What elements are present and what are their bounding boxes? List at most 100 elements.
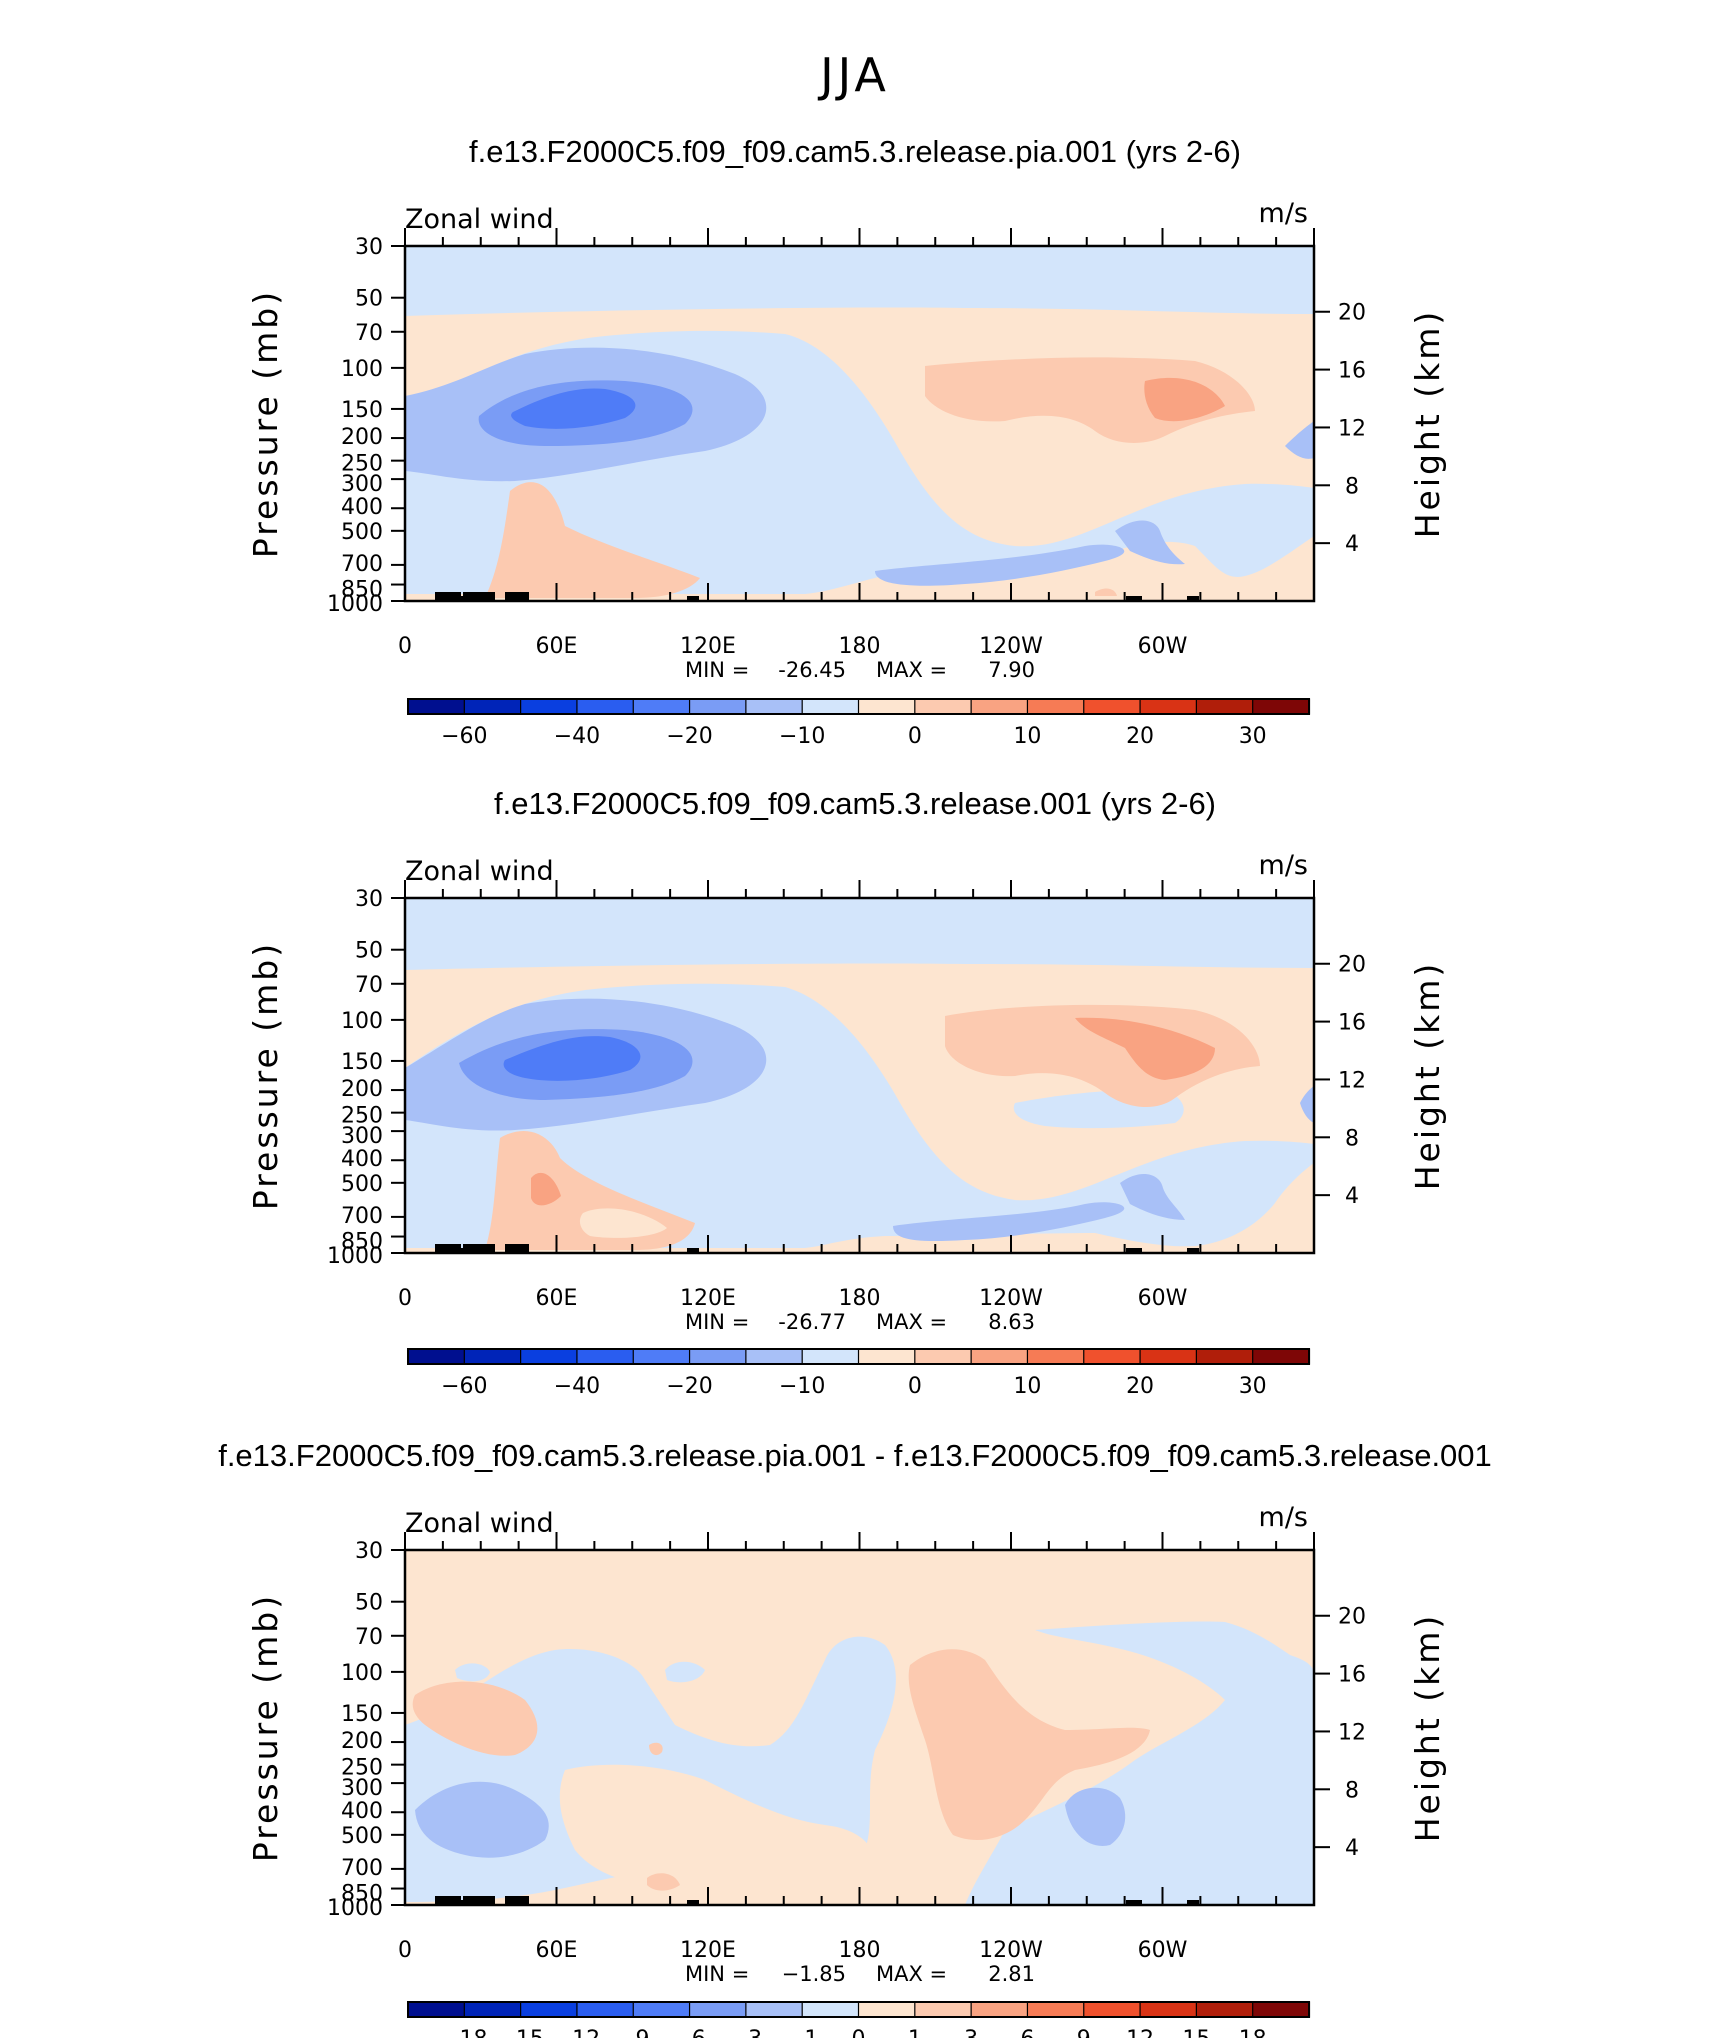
colorbar-label: −40 <box>554 1374 600 1399</box>
height-tick-label: 20 <box>1338 301 1366 326</box>
colorbar-swatch <box>688 1348 747 1365</box>
max-label: MAX = <box>876 1310 947 1334</box>
colorbar-swatch <box>1026 698 1085 715</box>
colorbar-frame <box>407 698 1310 715</box>
colorbar-swatch <box>970 2001 1029 2018</box>
pressure-tick-label: 1000 <box>327 592 383 617</box>
contour-region <box>893 1202 1125 1242</box>
max-value: 7.90 <box>988 658 1035 682</box>
topography <box>687 1900 699 1905</box>
x-tick-label: 60E <box>536 634 578 659</box>
y-axis-label-left: Pressure (mb) <box>246 289 285 558</box>
x-tick-label: 0 <box>398 1286 412 1311</box>
colorbar-swatch <box>688 698 747 715</box>
height-tick-label: 8 <box>1345 1126 1359 1151</box>
topography <box>463 1896 495 1905</box>
pressure-tick-label: 200 <box>341 1729 383 1754</box>
topography <box>1126 1900 1142 1905</box>
topography <box>435 592 461 601</box>
pressure-tick-label: 300 <box>341 1776 383 1801</box>
x-tick-label: 180 <box>839 1938 881 1963</box>
colorbar-label: −60 <box>441 724 487 749</box>
min-label: MIN = <box>685 1310 749 1334</box>
colorbar-swatch <box>1139 698 1198 715</box>
colorbar-swatch <box>914 698 973 715</box>
colorbar-swatch <box>914 2001 973 2018</box>
x-tick-label: 0 <box>398 1938 412 1963</box>
contour-region <box>511 388 636 429</box>
colorbar-swatch <box>1252 698 1311 715</box>
colorbar-label: 0 <box>852 2027 866 2038</box>
colorbar-label: 20 <box>1126 724 1154 749</box>
colorbar-swatch <box>857 1348 916 1365</box>
panel-3-title: f.e13.F2000C5.f09_f09.cam5.3.release.pia… <box>218 1438 1492 1473</box>
colorbar-swatch <box>857 2001 916 2018</box>
height-tick-label: 8 <box>1345 1778 1359 1803</box>
pressure-tick-label: 150 <box>341 398 383 423</box>
colorbar-swatch <box>520 698 579 715</box>
pressure-tick-label: 400 <box>341 495 383 520</box>
min-value: -26.45 <box>778 658 846 682</box>
colorbar-swatch <box>745 1348 804 1365</box>
x-tick-label: 120W <box>979 1286 1043 1311</box>
pressure-tick-label: 700 <box>341 1856 383 1881</box>
height-tick-label: 12 <box>1338 416 1366 441</box>
y-axis-label-left: Pressure (mb) <box>246 1593 285 1862</box>
pressure-tick-label: 500 <box>341 1172 383 1197</box>
pressure-tick-label: 250 <box>341 1756 383 1781</box>
x-tick-label: 120E <box>680 1286 736 1311</box>
topography <box>435 1896 461 1905</box>
pressure-tick-label: 50 <box>355 1591 383 1616</box>
pressure-tick-label: 400 <box>341 1147 383 1172</box>
colorbar-label: −15 <box>497 2027 543 2038</box>
max-value: 2.81 <box>988 1962 1035 1986</box>
colorbar-frame <box>407 1348 1310 1365</box>
y-axis-label-right: Height (km) <box>1408 961 1447 1191</box>
colorbar-swatch <box>632 1348 691 1365</box>
min-value: -26.77 <box>778 1310 846 1334</box>
colorbar-label: 6 <box>1020 2027 1034 2038</box>
colorbar-swatch <box>520 2001 579 2018</box>
colorbar-swatch <box>914 1348 973 1365</box>
variable-label: Zonal wind <box>405 1508 554 1539</box>
colorbar-swatch <box>1026 2001 1085 2018</box>
pressure-tick-label: 1000 <box>327 1896 383 1921</box>
topography <box>687 1248 699 1253</box>
pressure-tick-label: 700 <box>341 1204 383 1229</box>
colorbar-label: −10 <box>779 1374 825 1399</box>
contour-region <box>412 1681 538 1756</box>
height-tick-label: 4 <box>1345 1184 1359 1209</box>
contour-region <box>1120 1173 1185 1220</box>
colorbar-swatch <box>463 1348 522 1365</box>
pressure-tick-label: 850 <box>341 578 383 603</box>
pressure-tick-label: 100 <box>341 1009 383 1034</box>
colorbar-swatch <box>576 698 635 715</box>
colorbar-swatch <box>801 698 860 715</box>
colorbar-swatch <box>520 1348 579 1365</box>
height-tick-label: 8 <box>1345 474 1359 499</box>
panel-1-colorbar: −60 −40 −20 −10 0 10 20 30 <box>407 698 1311 749</box>
pressure-tick-label: 30 <box>355 887 383 912</box>
colorbar-swatch <box>632 698 691 715</box>
y-axis-label-right: Height (km) <box>1408 309 1447 539</box>
pressure-tick-label: 200 <box>341 1077 383 1102</box>
colorbar-swatch <box>1083 2001 1142 2018</box>
pressure-tick-label: 250 <box>341 1104 383 1129</box>
panel-2-title: f.e13.F2000C5.f09_f09.cam5.3.release.001… <box>493 786 1217 821</box>
units-label: m/s <box>1259 198 1308 229</box>
x-tick-label: 180 <box>839 1286 881 1311</box>
colorbar-swatch <box>801 2001 860 2018</box>
panel-2-contours <box>405 898 1314 1253</box>
contour-region <box>1300 1086 1314 1123</box>
panel-3-contours <box>405 1550 1314 1905</box>
colorbar-label: −1 <box>786 2027 818 2038</box>
colorbar-label: 3 <box>964 2027 978 2038</box>
min-label: MIN = <box>685 1962 749 1986</box>
colorbar-swatch <box>576 1348 635 1365</box>
max-label: MAX = <box>876 1962 947 1986</box>
colorbar-swatch <box>1195 1348 1254 1365</box>
x-tick-label: 60E <box>536 1286 578 1311</box>
colorbar-swatch <box>407 2001 466 2018</box>
pressure-tick-label: 100 <box>341 357 383 382</box>
colorbar-label: 1 <box>908 2027 922 2038</box>
